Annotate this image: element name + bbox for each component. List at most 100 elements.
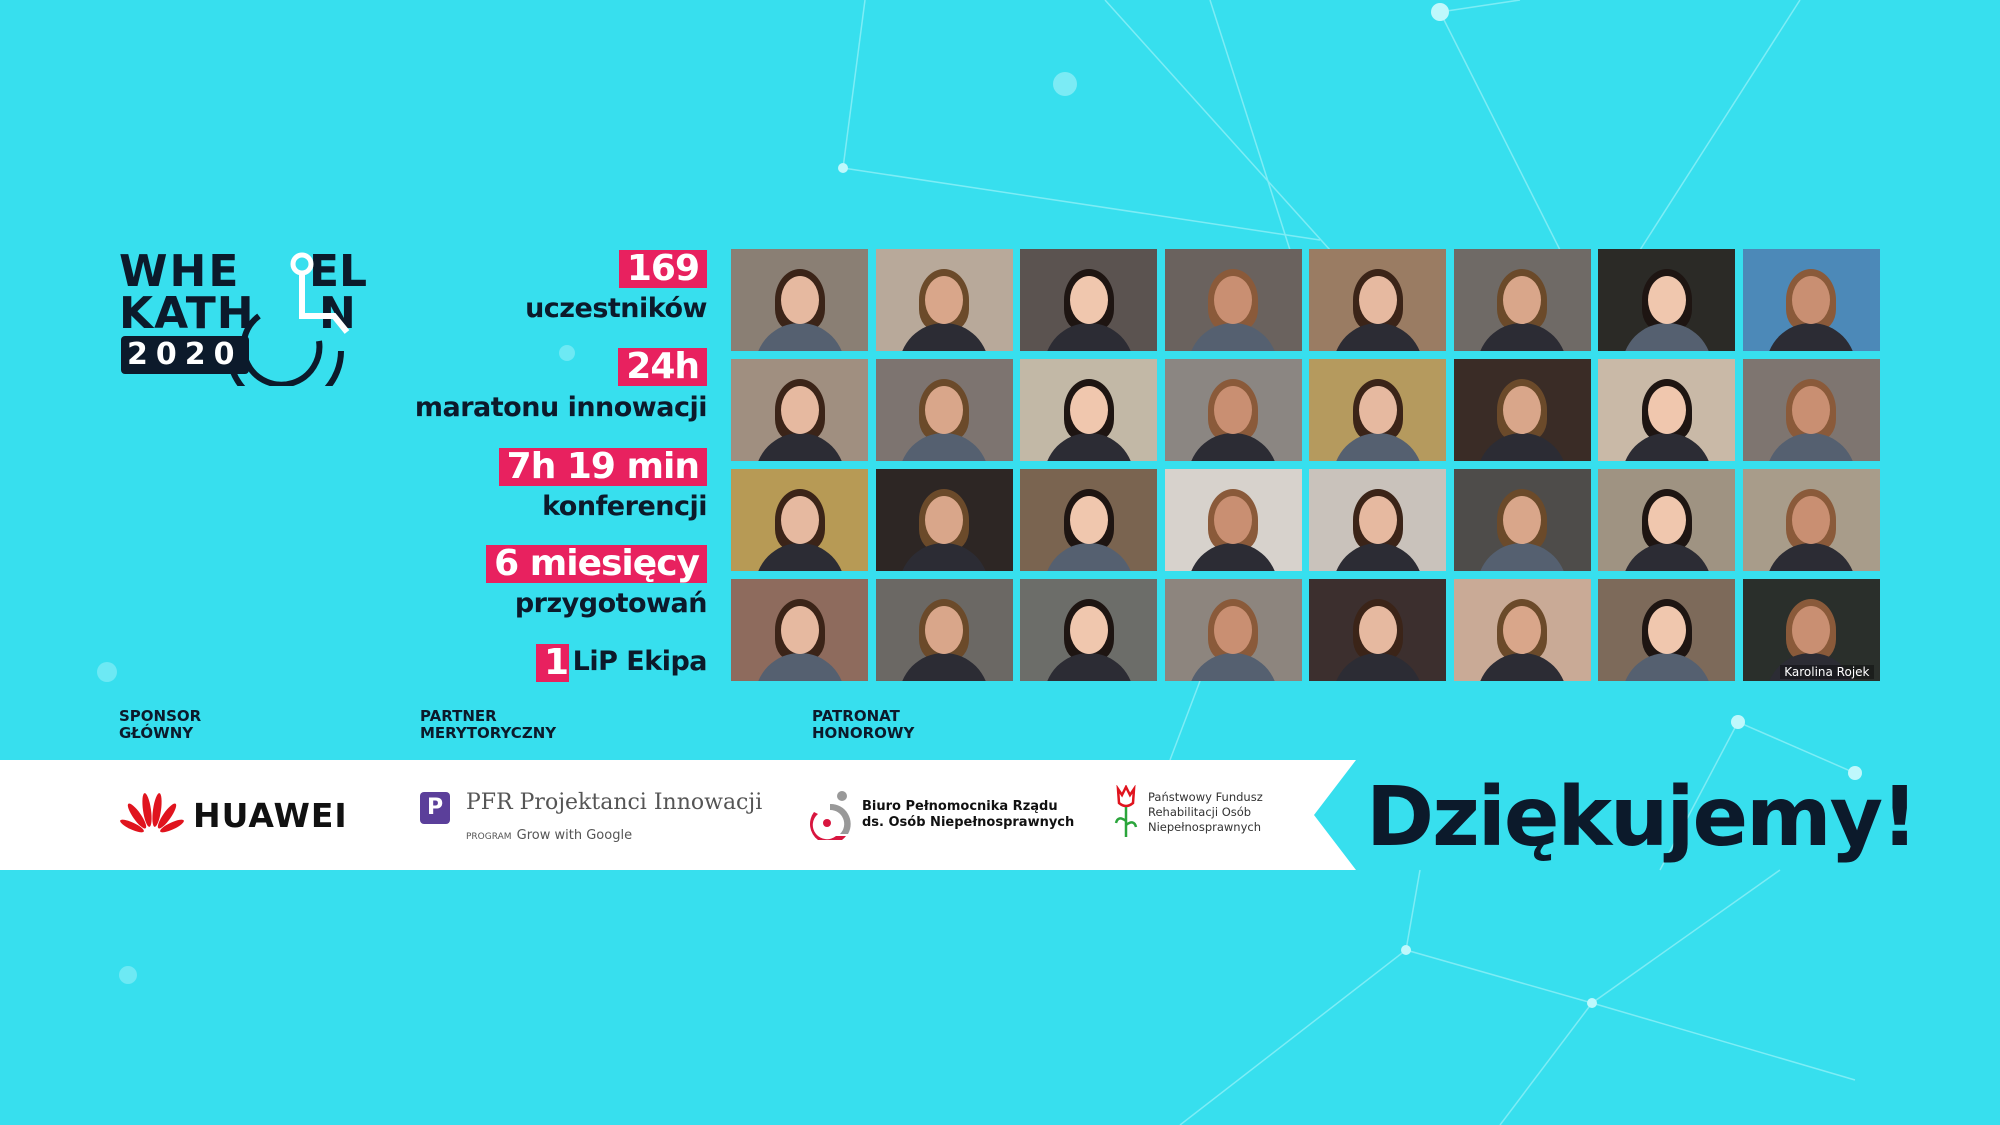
participant-video-tile xyxy=(731,249,868,351)
partner-label-line1: PARTNER xyxy=(420,707,497,725)
sponsor-label-line2: GŁÓWNY xyxy=(119,724,194,742)
participant-body xyxy=(754,543,845,571)
stat-label-team: LiP Ekipa xyxy=(572,646,708,677)
participant-video-tile xyxy=(1020,469,1157,571)
biuro-line1: Biuro Pełnomocnika Rządu xyxy=(862,799,1058,814)
huawei-wordmark: HUAWEI xyxy=(193,795,348,835)
pfron-line1: Państwowy Fundusz xyxy=(1148,790,1263,804)
huawei-logo: HUAWEI xyxy=(119,790,348,840)
tulip-icon xyxy=(1114,785,1138,837)
pfr-google-label: Grow with Google xyxy=(516,828,633,843)
participant-body xyxy=(1621,323,1712,351)
participant-body xyxy=(1043,653,1134,681)
stat-label-participants: uczestników xyxy=(525,293,707,324)
thank-you-heading: Dziękujemy! xyxy=(1366,770,1918,865)
patronat-label-line1: PATRONAT xyxy=(812,707,900,725)
participant-face xyxy=(780,385,819,434)
participant-video-tile xyxy=(1309,469,1446,571)
participant-body xyxy=(1766,323,1856,351)
participant-video-tile xyxy=(1309,359,1446,461)
participant-face xyxy=(1647,495,1686,544)
participant-video-tile xyxy=(1742,249,1880,351)
participant-body xyxy=(754,653,845,681)
biuro-line2: ds. Osób Niepełnosprawnych xyxy=(862,815,1075,830)
participant-body xyxy=(1332,653,1423,681)
participant-video-tile xyxy=(1164,579,1302,681)
participant-body xyxy=(1766,543,1856,571)
participant-video-tile xyxy=(1598,249,1735,351)
participant-body xyxy=(899,653,989,681)
participant-face xyxy=(925,605,963,654)
participant-face xyxy=(1358,605,1397,654)
sponsor-label: SPONSOR GŁÓWNY xyxy=(119,708,201,742)
huawei-flower-icon xyxy=(120,793,184,833)
participant-video-tile xyxy=(1164,469,1302,571)
participant-face xyxy=(1214,275,1252,324)
stat-label-hours: maratonu innowacji xyxy=(414,392,708,423)
participant-video-grid: Karolina Rojek xyxy=(731,249,1880,681)
participant-face xyxy=(1069,385,1108,434)
pfron-line3: Niepełnosprawnych xyxy=(1148,820,1262,834)
participant-face xyxy=(1503,495,1541,544)
participant-video-tile xyxy=(1309,249,1446,351)
participant-video-tile xyxy=(731,579,868,681)
participant-face xyxy=(780,605,819,654)
partner-label: PARTNER MERYTORYCZNY xyxy=(420,708,556,742)
pfron-logo: Państwowy Fundusz Rehabilitacji Osób Niepe… xyxy=(1112,785,1263,840)
biuro-text: Biuro Pełnomocnika Rządu ds. Osób Niepełn… xyxy=(862,799,1074,831)
participant-body xyxy=(1477,543,1567,571)
participant-video-tile xyxy=(1164,359,1302,461)
stat-value-conference: 7h 19 min xyxy=(498,448,707,486)
wheelchair-logo-icon: WHE EL KATH N xyxy=(119,246,367,410)
stat-label-conference: konferencji xyxy=(542,491,707,522)
participant-video-tile xyxy=(875,249,1013,351)
participant-video-tile xyxy=(1742,359,1880,461)
patronat-label: PATRONAT HONOROWY xyxy=(812,708,914,742)
wheelkathon-logo: WHE EL KATH N 2020 xyxy=(119,246,379,410)
participant-body xyxy=(1477,653,1567,681)
participant-body xyxy=(754,323,845,351)
participant-video-tile xyxy=(731,359,868,461)
participant-video-tile xyxy=(1164,249,1302,351)
participant-body xyxy=(1477,323,1567,351)
participant-face xyxy=(1792,605,1830,654)
participant-video-tile xyxy=(875,579,1013,681)
participant-video-tile xyxy=(875,359,1013,461)
stat-value-months: 6 miesięcy xyxy=(486,545,707,583)
participant-video-tile xyxy=(1453,469,1591,571)
participant-video-tile xyxy=(1020,249,1157,351)
pfr-title: PFR Projektanci Innowacji xyxy=(466,790,763,815)
participant-face xyxy=(925,385,963,434)
stat-value-team: 1 xyxy=(536,644,569,682)
participant-face xyxy=(1647,385,1686,434)
participant-video-tile xyxy=(1598,469,1735,571)
participant-face xyxy=(780,275,819,324)
participant-body xyxy=(899,543,989,571)
participant-video-tile xyxy=(1453,249,1591,351)
participant-face xyxy=(1069,605,1108,654)
participant-body xyxy=(1188,433,1278,461)
participant-body xyxy=(1188,543,1278,571)
participant-video-tile xyxy=(1598,359,1735,461)
participant-body xyxy=(1043,543,1134,571)
participant-face xyxy=(1647,605,1686,654)
pfron-line2: Rehabilitacji Osób xyxy=(1148,805,1252,819)
participant-body xyxy=(1621,653,1712,681)
participant-body xyxy=(754,433,845,461)
participant-body xyxy=(1043,323,1134,351)
participant-face xyxy=(1358,495,1397,544)
participant-body xyxy=(1188,323,1278,351)
participant-face xyxy=(1214,385,1252,434)
participant-face xyxy=(1503,605,1541,654)
participant-body xyxy=(899,323,989,351)
participant-body xyxy=(1332,323,1423,351)
participant-video-tile xyxy=(1309,579,1446,681)
stat-value-hours: 24h xyxy=(618,348,707,386)
biuro-emblem-icon xyxy=(810,791,851,840)
participant-face xyxy=(780,495,819,544)
participant-face xyxy=(1069,495,1108,544)
participant-video-tile xyxy=(1742,469,1880,571)
participant-body xyxy=(1188,653,1278,681)
participant-face xyxy=(925,275,963,324)
